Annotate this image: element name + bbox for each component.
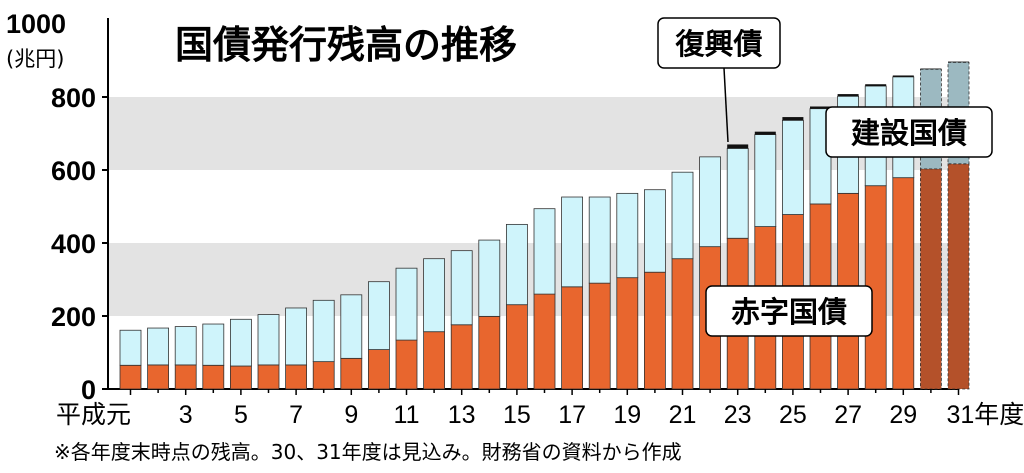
bar-segment [340,357,363,390]
construction-label: 建設国債 [851,116,967,150]
bar-segment [340,294,363,359]
chart-title: 国債発行残高の推移 [175,23,517,67]
construction-label-box [825,106,993,158]
bar-segment [892,75,914,77]
bar-segment [229,365,252,390]
reconstruction-leader-line [723,67,729,143]
bar-segment [865,84,887,87]
footnote: ※各年度末時点の残高。30、31年度は見込み。財務省の資料から作成 [54,440,682,464]
x-tick-label: 21 [669,401,697,429]
y-ticks: 0 200 400 600 800 [51,83,108,405]
bar-segment [395,339,418,390]
bar-segment [119,329,142,366]
bar-segment [312,361,335,390]
bar-segment [920,168,942,390]
bar-segment [644,189,666,273]
y-unit-label: (兆円) [6,47,64,71]
bar-segment [616,192,639,279]
bar-segment [699,156,721,248]
deficit-label: 赤字国債 [731,295,847,329]
x-tick-label: 3 [179,401,193,429]
bar-segment [450,324,473,390]
x-tick-label: 15 [503,401,531,429]
reconstruction-label: 復興債 [674,27,762,61]
x-tick-label: 17 [558,401,586,429]
y-top-label: 1000 [6,9,66,39]
bar-segment [726,148,749,239]
bar-segment [312,299,335,363]
bar-segment [727,144,749,149]
bar-segment [671,171,694,260]
bar-segment [174,364,197,390]
bar-segment [257,364,280,390]
reconstruction-label-box [657,17,781,69]
bar-segment [257,314,280,366]
y-tick-label: 600 [51,156,96,186]
bar-segment [478,239,501,317]
y-tick-label: 0 [81,375,96,405]
x-tick-label: 5 [234,401,248,429]
bar-segment [202,364,225,390]
bar-segment [505,304,528,390]
x-tick-label: 27 [834,401,862,429]
bar-segment [616,277,639,390]
bar-segment [588,282,611,390]
bar-segment [561,196,583,288]
x-tick-label: 23 [724,401,752,429]
bar-segment [892,177,915,390]
bar-segment [174,326,197,366]
bar-segment [644,271,666,390]
bar-segment [505,223,528,306]
x-tick-label: 11 [394,401,420,429]
bar-segment [782,119,804,215]
bar-segment [147,327,170,366]
bar-segment [285,364,308,390]
bar-segment [367,281,390,350]
bar-segment [450,250,473,326]
bar-segment [782,117,804,121]
bar-segment [147,364,170,390]
x-tick-label: 31年度 [947,401,1024,429]
bar-segment [423,331,446,390]
bar-segment [948,61,969,63]
x-tick-label: 9 [344,401,358,429]
bar-segment [561,286,583,390]
bar-segment [533,293,556,390]
bar-segment [947,163,970,390]
bar-segment [423,258,446,333]
bar-segment [202,323,225,366]
bar-segment [920,68,942,70]
y-tick-label: 400 [51,229,96,259]
x-tick-label: 平成元 [56,401,131,429]
bar-segment [754,131,776,135]
x-tick-label: 19 [613,401,641,429]
x-tick-label: 29 [889,401,917,429]
y-tick-label: 200 [51,302,96,332]
x-tick-label: 13 [448,401,476,429]
bar-segment [229,318,252,367]
bar-segment [478,315,501,390]
bar-segment [395,267,418,341]
deficit-label-box [705,285,873,337]
x-tick-label: 7 [289,401,303,429]
bar-segment [285,307,308,366]
bar-segment [533,208,556,295]
bar-segment [754,134,777,227]
bar-segment [119,364,142,390]
x-ticks: 平成元 3 5 7 9 11 13 15 17 19 21 23 25 27 29 31年度 [56,389,1024,429]
x-tick-label: 25 [779,401,807,429]
y-tick-label: 800 [51,83,96,113]
bar-segment [671,258,694,390]
bar-segment [810,106,831,109]
bar-segment [367,349,390,390]
bar-segment [837,94,859,97]
bar-segment [588,196,611,284]
